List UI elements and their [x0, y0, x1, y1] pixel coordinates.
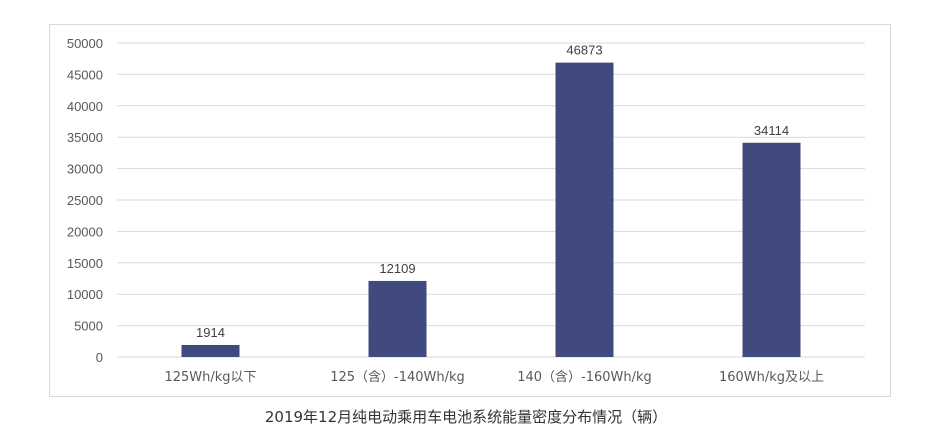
data-label: 46873 — [566, 43, 602, 58]
data-label: 1914 — [196, 325, 225, 340]
y-tick-label: 30000 — [67, 162, 103, 177]
x-tick-label: 160Wh/kg及以上 — [719, 370, 824, 385]
bar — [555, 62, 614, 357]
data-label: 12109 — [379, 261, 415, 276]
y-tick-label: 10000 — [67, 287, 103, 302]
y-tick-label: 35000 — [67, 130, 103, 145]
y-tick-label: 0 — [96, 350, 103, 365]
bar — [181, 344, 240, 357]
x-tick-label: 125Wh/kg以下 — [164, 370, 256, 385]
x-tick-label: 125（含）-140Wh/kg — [330, 369, 465, 385]
y-tick-label: 45000 — [67, 67, 103, 82]
x-tick-label: 140（含）-160Wh/kg — [517, 369, 652, 385]
bar — [742, 142, 801, 357]
data-label: 34114 — [754, 123, 789, 138]
y-tick-label: 25000 — [67, 193, 103, 208]
y-tick-label: 5000 — [74, 319, 103, 334]
y-tick-label: 20000 — [67, 224, 103, 239]
bar — [368, 280, 427, 357]
chart-frame — [49, 24, 891, 397]
y-tick-label: 15000 — [67, 256, 103, 271]
y-tick-label: 50000 — [67, 36, 103, 51]
chart-title: 2019年12月纯电动乘用车电池系统能量密度分布情况（辆） — [264, 408, 668, 426]
y-tick-label: 40000 — [67, 99, 103, 114]
